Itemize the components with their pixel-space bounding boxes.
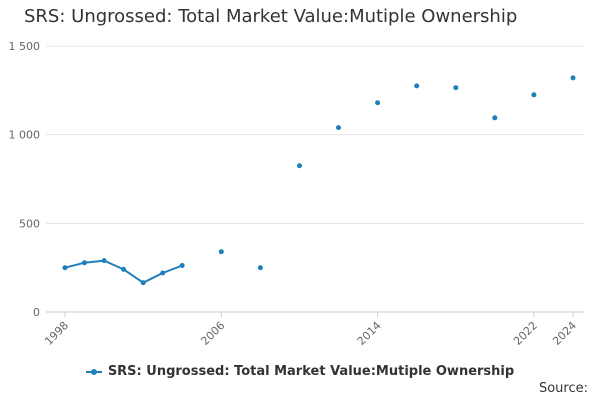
data-point[interactable] (570, 75, 576, 81)
chart-title: SRS: Ungrossed: Total Market Value:Mutip… (24, 6, 518, 27)
data-point[interactable] (531, 92, 537, 98)
source-label: Source: (538, 381, 588, 396)
series (62, 75, 576, 286)
axes: 0 500 1 000 1 500 1998 2006 2014 2022 2024 (9, 40, 580, 348)
data-point[interactable] (375, 100, 381, 106)
x-tick-label: 2024 (550, 319, 579, 348)
data-point[interactable] (179, 263, 185, 268)
legend: SRS: Ungrossed: Total Market Value:Mutip… (0, 364, 600, 381)
y-tick-label: 1 500 (9, 40, 41, 53)
y-tick-label: 1 000 (9, 129, 41, 142)
data-point[interactable] (414, 83, 420, 89)
gridlines (46, 45, 584, 313)
legend-label: SRS: Ungrossed: Total Market Value:Mutip… (107, 364, 515, 379)
data-point[interactable] (140, 280, 146, 286)
data-point[interactable] (62, 265, 68, 271)
data-point[interactable] (218, 249, 224, 255)
x-tick-label: 2006 (198, 319, 227, 348)
y-tick-label: 0 (33, 306, 40, 319)
data-point[interactable] (336, 125, 341, 131)
data-point[interactable] (121, 266, 127, 272)
data-point[interactable] (453, 85, 459, 91)
legend-marker-icon (85, 367, 102, 377)
data-point[interactable] (101, 258, 107, 264)
legend-item[interactable]: SRS: Ungrossed: Total Market Value:Mutip… (85, 364, 515, 379)
x-tick-label: 1998 (42, 319, 71, 348)
data-point[interactable] (297, 163, 302, 169)
data-point[interactable] (160, 270, 166, 276)
y-tick-label: 500 (19, 217, 40, 230)
data-point[interactable] (492, 115, 498, 121)
x-tick-label: 2014 (355, 319, 384, 348)
data-point[interactable] (82, 260, 87, 266)
x-tick-label: 2022 (511, 319, 540, 348)
data-point[interactable] (257, 265, 263, 271)
